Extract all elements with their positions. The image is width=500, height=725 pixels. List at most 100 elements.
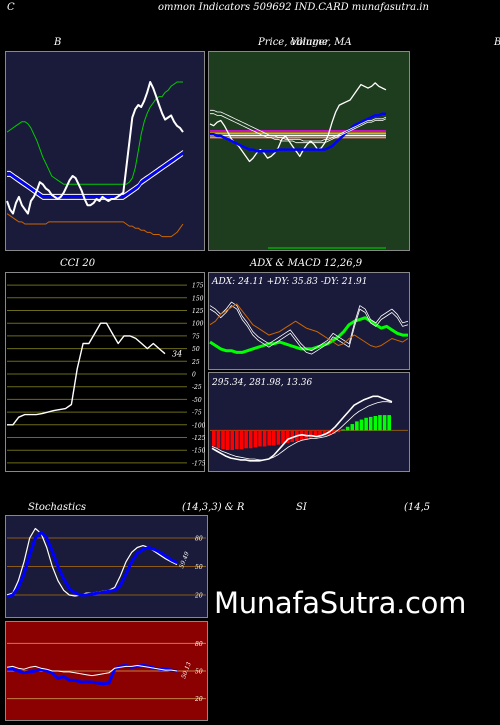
macd-histogram-bar bbox=[248, 430, 253, 449]
cci-tick-label: -175 bbox=[192, 460, 205, 467]
rsi-tick-label: 20 bbox=[194, 696, 203, 703]
price-volume-chart bbox=[208, 51, 410, 251]
cci-tick-label: -150 bbox=[192, 448, 205, 455]
stoch-tick-label: 80 bbox=[195, 536, 203, 543]
bollinger-upper-line bbox=[6, 81, 183, 185]
adx-minus_di-line bbox=[209, 303, 409, 348]
macd-histogram-bar bbox=[318, 430, 322, 437]
header-c-label: C bbox=[7, 2, 15, 13]
macd-histogram-bar bbox=[272, 430, 276, 446]
cci-line bbox=[7, 322, 166, 426]
rsi-tick-label: 80 bbox=[195, 641, 203, 648]
adx-macd-title: ADX & MACD 12,26,9 bbox=[250, 258, 363, 269]
macd-histogram-bar bbox=[262, 430, 267, 447]
macd-histogram-bar bbox=[355, 421, 359, 431]
price-title-overlap: ollinger bbox=[290, 37, 330, 48]
macd-histogram-bar bbox=[341, 429, 345, 431]
macd-histogram-bar bbox=[378, 415, 382, 431]
macd-histogram-bar bbox=[382, 415, 387, 431]
adx-plus-di-line-b bbox=[209, 305, 409, 355]
stoch-tick-label: 20 bbox=[194, 593, 203, 600]
watermark-brand: MunafaSutra.com bbox=[214, 586, 467, 620]
stochastics-params: (14,3,3) & R bbox=[182, 502, 245, 513]
macd-histogram-bar bbox=[350, 424, 355, 431]
cci-title: CCI 20 bbox=[60, 258, 96, 269]
macd-chart: 295.34, 281.98, 13.36 bbox=[208, 372, 410, 472]
macd-macd-line bbox=[211, 395, 393, 462]
right-edge-b-label: B bbox=[494, 37, 500, 48]
rsi-title: SI bbox=[296, 502, 307, 513]
cci-tick-label: -100 bbox=[192, 422, 205, 429]
price-ma_blue-line bbox=[210, 112, 386, 153]
macd-histogram-bar bbox=[308, 430, 313, 439]
panel-frame bbox=[208, 51, 410, 251]
price-price-line bbox=[209, 82, 387, 163]
macd-histogram-bar bbox=[336, 430, 341, 433]
macd-histogram-bar bbox=[387, 415, 391, 431]
macd-histogram-bar bbox=[332, 430, 336, 434]
cci-tick-label: -25 bbox=[192, 384, 202, 391]
macd-histogram-bar bbox=[345, 426, 350, 431]
stochastics-title: Stochastics bbox=[28, 502, 86, 513]
cci-tick-label: 25 bbox=[191, 359, 200, 366]
macd-histogram-bar bbox=[225, 430, 230, 451]
adx-adx-line bbox=[209, 316, 408, 354]
macd-histogram-bar bbox=[221, 430, 225, 450]
cci-tick-label: 100 bbox=[192, 321, 204, 328]
price-ma_white_b-line bbox=[210, 113, 387, 144]
cci-tick-label: 150 bbox=[192, 295, 204, 302]
macd-histogram-bar bbox=[364, 417, 368, 431]
macd-histogram-bar bbox=[368, 416, 373, 431]
cci-tick-label: -50 bbox=[192, 397, 202, 404]
panel-frame bbox=[5, 51, 205, 251]
rsi-tick-label: 50 bbox=[195, 669, 203, 676]
cci-tick-label: 125 bbox=[192, 308, 204, 315]
stoch-d-line bbox=[6, 530, 178, 599]
panel-frame bbox=[5, 272, 205, 472]
rsi-params: (14,5 bbox=[404, 502, 431, 513]
macd-histogram-bar bbox=[276, 430, 281, 445]
macd-readout-label: 295.34, 281.98, 13.36 bbox=[211, 378, 312, 388]
macd-histogram-bar bbox=[258, 430, 262, 447]
rsi-mfi-line bbox=[6, 665, 178, 677]
cci-tick-label: 75 bbox=[192, 333, 200, 340]
macd-histogram-bar bbox=[285, 430, 290, 443]
macd-histogram-bar bbox=[235, 430, 239, 450]
macd-histogram-bar bbox=[212, 430, 216, 447]
page-title: ommon Indicators 509692 IND.CARD munafas… bbox=[158, 2, 429, 13]
macd-histogram-bar bbox=[239, 430, 244, 450]
bollinger-chart bbox=[5, 51, 205, 251]
bollinger-price-line bbox=[6, 81, 184, 215]
macd-histogram-bar bbox=[253, 430, 258, 448]
cci-tick-label: 50 bbox=[192, 346, 200, 353]
macd-histogram-bar bbox=[359, 419, 364, 431]
rsi-rsi-line bbox=[7, 664, 178, 686]
cci-last-value-label: 34 bbox=[172, 350, 182, 359]
macd-histogram-bar bbox=[281, 430, 285, 444]
macd-histogram-bar bbox=[244, 430, 248, 449]
price-title: Price, Volume, MA bbox=[258, 37, 352, 48]
adx-chart: ADX: 24.11 +DY: 35.83 -DY: 21.91 bbox=[208, 272, 410, 370]
macd-signal-line bbox=[211, 401, 393, 461]
cci-tick-label: -125 bbox=[192, 435, 205, 442]
macd-histogram-bar bbox=[322, 430, 327, 436]
cci-tick-label: 175 bbox=[192, 283, 204, 290]
macd-histogram-bar bbox=[290, 430, 295, 442]
macd-histogram-bar bbox=[313, 430, 318, 438]
stoch-tick-label: 50 bbox=[195, 564, 203, 571]
adx-readout-label: ADX: 24.11 +DY: 35.83 -DY: 21.91 bbox=[211, 277, 368, 287]
cci-chart: 175 150 125 100 75 50 25 0 -25 -50 -75 -100 -125 -150… bbox=[5, 272, 205, 472]
bollinger-title: B bbox=[54, 37, 62, 48]
macd-histogram-bar bbox=[216, 430, 221, 449]
macd-histogram-bar bbox=[373, 416, 378, 431]
panel-frame bbox=[208, 272, 410, 370]
price-ma_white_a-line bbox=[210, 109, 387, 142]
macd-histogram-bar bbox=[230, 430, 235, 451]
cci-tick-label: 0 bbox=[192, 372, 196, 379]
adx-plus-di-line-a bbox=[209, 301, 409, 352]
macd-histogram-bar bbox=[267, 430, 271, 446]
cci-tick-label: -75 bbox=[192, 410, 202, 417]
bollinger-lower-line bbox=[6, 213, 184, 238]
